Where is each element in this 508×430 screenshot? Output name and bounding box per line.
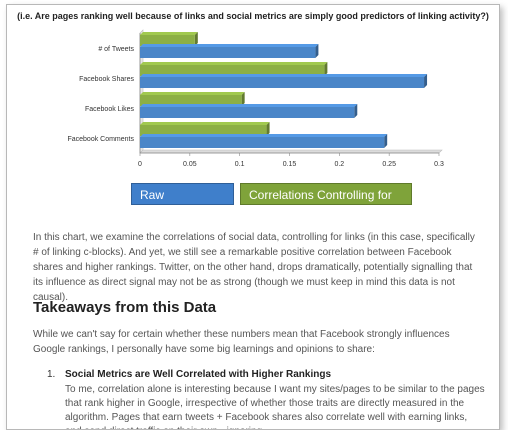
list-item-number: 1. bbox=[47, 369, 56, 380]
bar-side-face bbox=[384, 134, 388, 148]
x-tick-label: 0.2 bbox=[334, 161, 344, 168]
x-tick-label: 0.15 bbox=[283, 161, 297, 168]
bar-top-face bbox=[140, 74, 428, 77]
chart-description-paragraph: In this chart, we examine the correlatio… bbox=[33, 232, 475, 303]
bar-side-face bbox=[241, 92, 245, 106]
bar bbox=[140, 47, 316, 58]
bar-top-face bbox=[140, 134, 388, 137]
chart-title: (i.e. Are pages ranking well because of … bbox=[17, 11, 489, 21]
bar bbox=[140, 65, 325, 76]
category-label: # of Tweets bbox=[98, 46, 134, 53]
bar-side-face bbox=[266, 122, 270, 136]
bar-side-face bbox=[194, 32, 198, 46]
category-label: Facebook Comments bbox=[67, 136, 134, 143]
legend-controlling-for-links: Correlations Controlling for Links bbox=[240, 183, 412, 224]
x-tick-label: 0.3 bbox=[434, 161, 444, 168]
x-tick-label: 0.25 bbox=[382, 161, 396, 168]
bar bbox=[140, 77, 425, 88]
bar bbox=[140, 125, 267, 136]
bar-top-face bbox=[140, 62, 328, 65]
bar-side-face bbox=[315, 44, 319, 58]
bar-side-face bbox=[354, 104, 358, 118]
bar-top-face bbox=[140, 44, 319, 47]
bar-top-face bbox=[140, 92, 245, 95]
intro-paragraph: While we can't say for certain whether t… bbox=[33, 329, 450, 355]
bar-chart: # of Tweets Facebook Shares Facebook Likes… bbox=[67, 29, 444, 168]
x-tick-label: 0.1 bbox=[235, 161, 245, 168]
bar bbox=[140, 35, 195, 46]
screenshot-frame: (i.e. Are pages ranking well because of … bbox=[6, 4, 500, 430]
bar bbox=[140, 137, 385, 148]
list-item-body: To me, correlation alone is interesting … bbox=[65, 384, 485, 429]
bar bbox=[140, 107, 355, 118]
chart-floor bbox=[139, 149, 443, 154]
category-label: Facebook Likes bbox=[85, 106, 135, 113]
bar-top-face bbox=[140, 32, 198, 35]
bar-top-face bbox=[140, 104, 358, 107]
category-label: Facebook Shares bbox=[79, 76, 134, 83]
bar bbox=[140, 95, 242, 106]
bar-side-face bbox=[324, 62, 328, 76]
legend-raw-correlations: Raw Correlations bbox=[131, 183, 234, 224]
section-heading: Takeaways from this Data bbox=[33, 299, 217, 316]
x-tick-label: 0 bbox=[138, 161, 142, 168]
bar-side-face bbox=[424, 74, 428, 88]
list-item-title: Social Metrics are Well Correlated with … bbox=[65, 369, 332, 380]
x-tick-label: 0.05 bbox=[183, 161, 197, 168]
bar-top-face bbox=[140, 122, 270, 125]
